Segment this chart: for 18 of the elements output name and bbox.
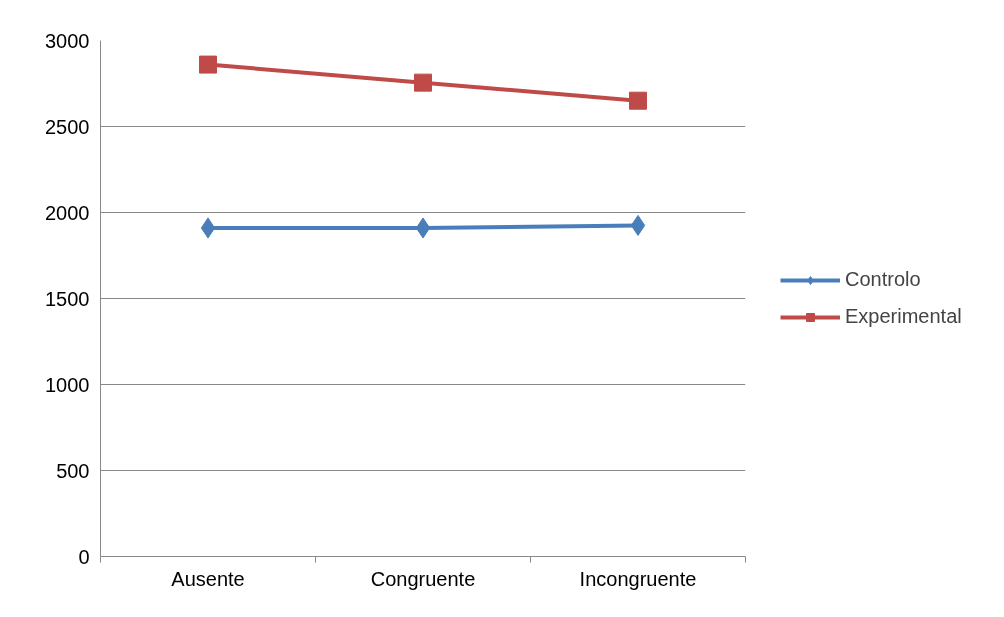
y-tick-label: 2500	[45, 115, 90, 138]
point	[630, 214, 646, 236]
y-tick-label: 2000	[45, 201, 90, 224]
x-tick-label: Incongruente	[579, 567, 697, 590]
point	[629, 91, 647, 110]
point	[199, 55, 217, 74]
point	[415, 217, 431, 239]
y-tick-label: 500	[56, 459, 90, 482]
legend-label: Experimental	[845, 305, 962, 328]
y-tick-label: 1500	[45, 287, 90, 310]
x-tick-label: Ausente	[171, 567, 245, 590]
x-tick-label: Congruente	[370, 567, 476, 590]
y-tick-label: 1000	[45, 373, 90, 396]
y-tick-label: 3000	[45, 29, 90, 52]
legend-label: Controlo	[845, 268, 921, 291]
point	[200, 217, 216, 239]
point	[414, 73, 432, 92]
y-tick-label: 0	[78, 545, 90, 568]
